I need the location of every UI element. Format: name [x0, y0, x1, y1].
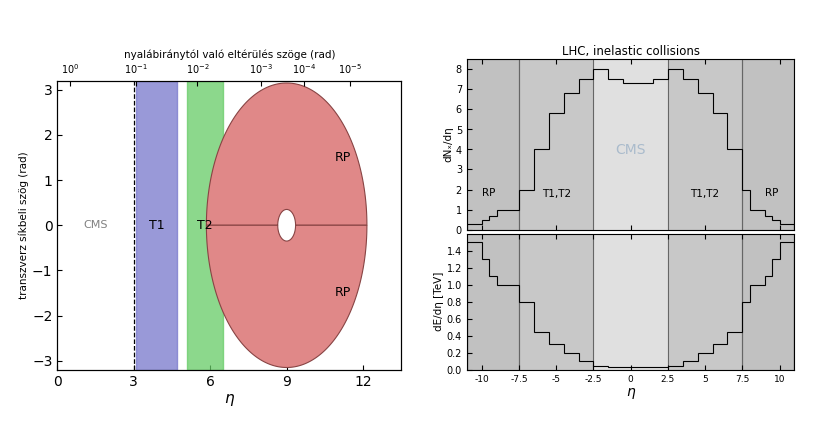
Bar [519, 60, 594, 230]
Text: T1,T2: T1,T2 [541, 189, 571, 198]
Bar [742, 60, 794, 230]
Text: RP: RP [335, 151, 351, 164]
Text: T1,T2: T1,T2 [690, 189, 720, 198]
Y-axis label: dNₓ/dη: dNₓ/dη [443, 127, 453, 162]
Polygon shape [206, 83, 367, 225]
Bar [188, 81, 223, 370]
Text: T2: T2 [197, 219, 213, 232]
Y-axis label: transzverz síkbeli szög (rad): transzverz síkbeli szög (rad) [19, 151, 29, 299]
Bar [594, 234, 667, 370]
X-axis label: η: η [224, 391, 234, 406]
X-axis label: nyalábiránytól való eltérülés szöge (rad): nyalábiránytól való eltérülés szöge (rad… [124, 49, 335, 60]
Bar [594, 60, 667, 230]
Text: RP: RP [482, 189, 495, 198]
X-axis label: η: η [627, 385, 635, 399]
Bar [667, 234, 742, 370]
Bar [136, 81, 177, 370]
Bar [519, 234, 594, 370]
Text: T1: T1 [149, 219, 165, 232]
Bar [467, 234, 519, 370]
Text: RP: RP [766, 189, 779, 198]
Bar [467, 60, 519, 230]
Polygon shape [206, 225, 367, 368]
Title: LHC, inelastic collisions: LHC, inelastic collisions [562, 45, 699, 58]
Y-axis label: dE/dη [TeV]: dE/dη [TeV] [434, 272, 444, 332]
Text: RP: RP [335, 286, 351, 300]
Text: CMS: CMS [615, 142, 646, 156]
Bar [667, 60, 742, 230]
Text: CMS: CMS [84, 220, 108, 230]
Bar [742, 234, 794, 370]
